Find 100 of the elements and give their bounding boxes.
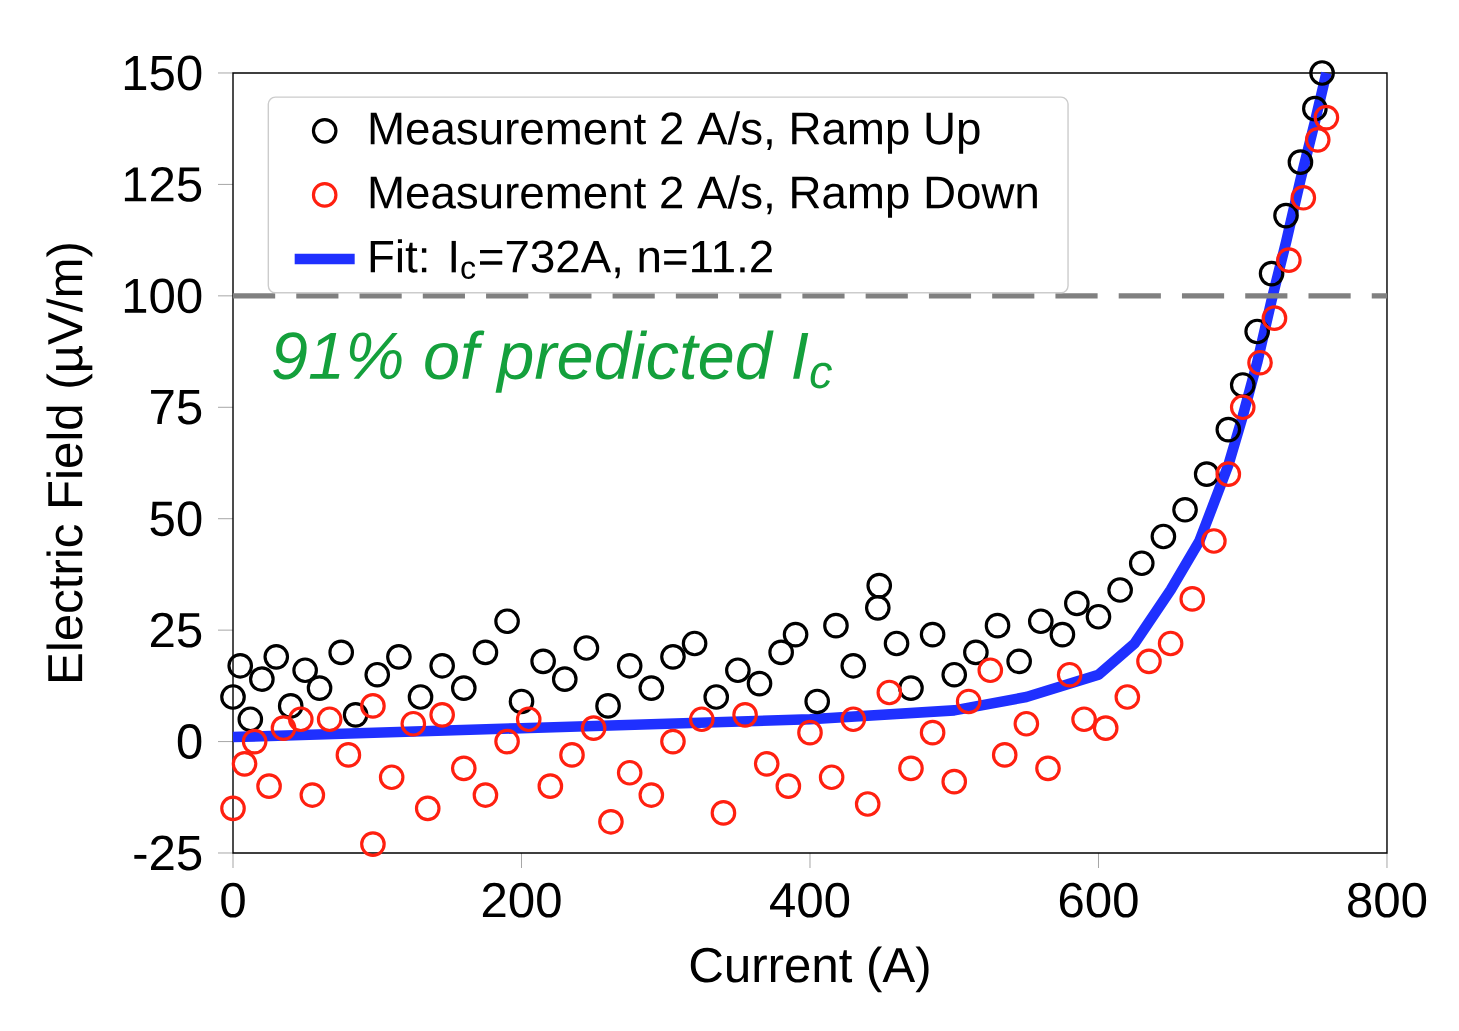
point bbox=[1114, 684, 1141, 710]
point bbox=[955, 688, 982, 715]
legend-label: Measurement 2 A/s, Ramp Down bbox=[370, 175, 1037, 218]
point bbox=[1128, 550, 1155, 577]
point bbox=[328, 639, 355, 666]
y-axis-title: Electric Field (µV/m) bbox=[46, 244, 93, 681]
point bbox=[598, 808, 624, 835]
x-tick-label: 800 bbox=[1348, 882, 1427, 918]
point bbox=[638, 782, 665, 808]
y-tick-label: 125 bbox=[124, 166, 202, 202]
point bbox=[1056, 661, 1083, 688]
point bbox=[400, 710, 427, 737]
point bbox=[991, 742, 1018, 768]
point bbox=[360, 831, 386, 857]
legend-label: Measurement 2 A/s, Ramp Up bbox=[370, 111, 980, 154]
point bbox=[1013, 710, 1040, 737]
point bbox=[941, 661, 968, 688]
point bbox=[1064, 590, 1090, 617]
point bbox=[1247, 349, 1273, 376]
point bbox=[840, 652, 867, 679]
point bbox=[537, 773, 564, 799]
point bbox=[703, 684, 730, 710]
point bbox=[360, 693, 386, 719]
point bbox=[429, 652, 455, 679]
point bbox=[386, 644, 412, 670]
point bbox=[1172, 496, 1198, 523]
point bbox=[1215, 461, 1242, 487]
point bbox=[1309, 60, 1335, 86]
point bbox=[299, 782, 326, 808]
point bbox=[710, 800, 737, 826]
point bbox=[494, 608, 520, 635]
point bbox=[1071, 706, 1097, 733]
point bbox=[883, 630, 910, 657]
x-tick-label: 600 bbox=[1059, 882, 1138, 918]
point bbox=[1107, 577, 1133, 603]
point bbox=[753, 751, 780, 777]
point bbox=[1136, 648, 1162, 675]
point bbox=[249, 666, 275, 692]
point bbox=[306, 675, 333, 701]
point bbox=[732, 702, 758, 728]
point bbox=[237, 706, 264, 733]
point bbox=[782, 621, 809, 648]
point bbox=[220, 795, 246, 822]
point bbox=[941, 768, 968, 795]
point bbox=[977, 657, 1004, 684]
point bbox=[660, 728, 686, 755]
point bbox=[364, 661, 391, 688]
y-tick-label: 0 bbox=[177, 724, 202, 759]
y-tick-label: 150 bbox=[124, 55, 202, 91]
point bbox=[1276, 247, 1302, 274]
point bbox=[1261, 305, 1288, 331]
point bbox=[1049, 621, 1076, 648]
point bbox=[263, 644, 290, 670]
point bbox=[898, 755, 924, 782]
point bbox=[429, 702, 455, 728]
point bbox=[660, 644, 686, 670]
point bbox=[1273, 202, 1299, 229]
point bbox=[681, 630, 708, 657]
point bbox=[1035, 755, 1061, 782]
point bbox=[1179, 586, 1206, 612]
point bbox=[1229, 394, 1256, 421]
point bbox=[746, 670, 773, 697]
point bbox=[1006, 648, 1032, 675]
point bbox=[472, 639, 499, 666]
point bbox=[530, 648, 556, 675]
point bbox=[551, 666, 578, 692]
point bbox=[797, 719, 823, 746]
annotation: 91% of predicted I$_{c}$ bbox=[273, 330, 832, 393]
x-tick-label: 200 bbox=[482, 882, 561, 918]
point bbox=[854, 791, 881, 817]
point bbox=[1287, 149, 1314, 175]
point bbox=[775, 773, 802, 799]
point bbox=[287, 706, 314, 733]
point bbox=[1229, 372, 1256, 398]
y-tick-label: 50 bbox=[150, 501, 202, 537]
point bbox=[984, 612, 1011, 639]
y-tick-label: 75 bbox=[151, 390, 202, 425]
point bbox=[270, 715, 297, 742]
point bbox=[407, 684, 434, 710]
point bbox=[876, 679, 903, 706]
point bbox=[1244, 318, 1270, 345]
y-tick-label: -25 bbox=[134, 835, 202, 871]
y-tick-label: 100 bbox=[124, 278, 202, 314]
point bbox=[616, 652, 643, 679]
point bbox=[227, 652, 254, 679]
y-tick-label: 25 bbox=[150, 612, 202, 648]
point bbox=[1258, 260, 1285, 287]
point bbox=[688, 706, 715, 733]
point bbox=[414, 795, 441, 822]
point bbox=[335, 742, 362, 768]
point bbox=[818, 764, 845, 791]
point bbox=[1201, 528, 1227, 554]
point bbox=[638, 675, 665, 701]
point bbox=[919, 621, 946, 648]
point bbox=[450, 755, 477, 782]
point bbox=[559, 742, 585, 768]
point bbox=[919, 719, 946, 746]
point bbox=[1290, 184, 1317, 211]
x-tick-label: 400 bbox=[770, 882, 850, 918]
point bbox=[316, 706, 343, 733]
